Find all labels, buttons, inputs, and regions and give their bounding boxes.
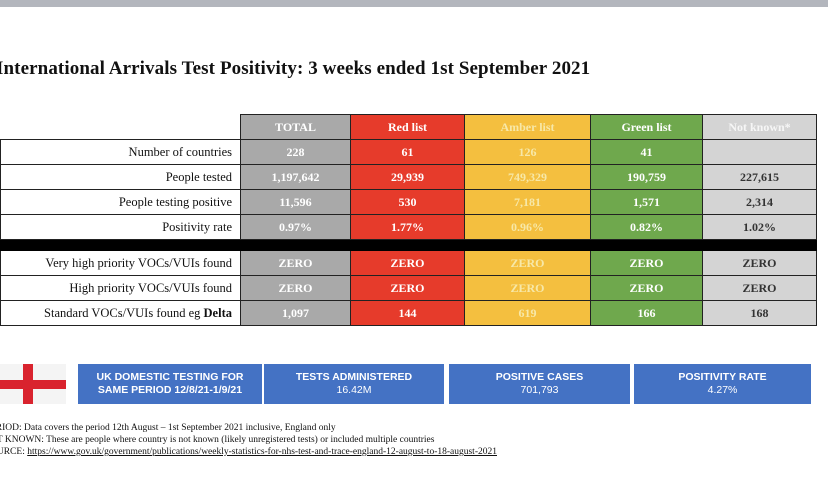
- cell-amber: 749,329: [464, 164, 591, 190]
- cell-not-known: ZERO: [702, 275, 817, 301]
- cell-not-known: 227,615: [702, 164, 817, 190]
- header-amber-list: Amber list: [464, 114, 591, 140]
- note-source-prefix: OURCE:: [0, 447, 25, 457]
- positive-cases-label: POSITIVE CASES: [495, 371, 584, 383]
- row-label: High priority VOCs/VUIs found: [0, 275, 241, 301]
- cell-amber: 7,181: [464, 189, 591, 215]
- cell-not-known: 168: [702, 300, 817, 326]
- cell-total: ZERO: [240, 275, 351, 301]
- cell-amber: 619: [464, 300, 591, 326]
- positive-cases-value: 701,793: [520, 384, 559, 396]
- table-row: Positivity rate 0.97% 1.77% 0.96% 0.82% …: [0, 214, 817, 240]
- table-row: People testing positive 11,596 530 7,181…: [0, 189, 817, 215]
- page-title: International Arrivals Test Positivity: …: [0, 58, 591, 79]
- cell-total: 228: [240, 139, 351, 165]
- top-bar: [0, 0, 828, 7]
- table-row: Number of countries 228 61 126 41: [0, 139, 817, 165]
- header-total: TOTAL: [240, 114, 351, 140]
- cell-total: 1,197,642: [240, 164, 351, 190]
- row-label: People tested: [0, 164, 241, 190]
- tests-administered-box: TESTS ADMINISTERED 16.42M: [264, 364, 444, 404]
- table-row: Standard VOCs/VUIs found eg Delta 1,097 …: [0, 300, 817, 326]
- row-label-bold: Delta: [203, 305, 232, 320]
- row-label-text: Standard VOCs/VUIs found eg: [44, 305, 201, 320]
- footnotes: ERIOD: Data covers the period 12th Augus…: [0, 422, 497, 458]
- domestic-label-line1: UK DOMESTIC TESTING FOR: [96, 371, 244, 383]
- positivity-rate-value: 4.27%: [707, 384, 738, 396]
- cell-total: 0.97%: [240, 214, 351, 240]
- cell-red: ZERO: [350, 275, 465, 301]
- row-label: Standard VOCs/VUIs found eg Delta: [0, 300, 241, 326]
- england-flag-icon: [0, 364, 66, 404]
- divider-bar: [0, 239, 817, 251]
- cell-not-known: 2,314: [702, 189, 817, 215]
- cell-total: 1,097: [240, 300, 351, 326]
- cell-red: ZERO: [350, 250, 465, 276]
- domestic-label-line2: SAME PERIOD 12/8/21-1/9/21: [97, 384, 243, 396]
- positivity-rate-box: POSITIVITY RATE 4.27%: [634, 364, 811, 404]
- domestic-testing-label-box: UK DOMESTIC TESTING FOR SAME PERIOD 12/8…: [78, 364, 262, 404]
- cell-green: ZERO: [590, 250, 703, 276]
- divider-row: [0, 239, 817, 251]
- cell-green: 0.82%: [590, 214, 703, 240]
- header-not-known: Not known*: [702, 114, 817, 140]
- row-label: Positivity rate: [0, 214, 241, 240]
- positive-cases-box: POSITIVE CASES 701,793: [449, 364, 630, 404]
- cell-amber: 0.96%: [464, 214, 591, 240]
- cell-not-known: 1.02%: [702, 214, 817, 240]
- cell-red: 530: [350, 189, 465, 215]
- cell-green: 41: [590, 139, 703, 165]
- table-row: Very high priority VOCs/VUIs found ZERO …: [0, 250, 817, 276]
- cell-not-known: ZERO: [702, 250, 817, 276]
- cell-red: 144: [350, 300, 465, 326]
- cell-green: 1,571: [590, 189, 703, 215]
- cell-red: 61: [350, 139, 465, 165]
- note-period: ERIOD: Data covers the period 12th Augus…: [0, 423, 336, 433]
- header-red-list: Red list: [350, 114, 465, 140]
- cell-red: 1.77%: [350, 214, 465, 240]
- cell-green: 190,759: [590, 164, 703, 190]
- table-row: People tested 1,197,642 29,939 749,329 1…: [0, 164, 817, 190]
- cell-total: 11,596: [240, 189, 351, 215]
- table-row: High priority VOCs/VUIs found ZERO ZERO …: [0, 275, 817, 301]
- tests-administered-label: TESTS ADMINISTERED: [295, 371, 413, 383]
- cell-amber: ZERO: [464, 250, 591, 276]
- row-label: Number of countries: [0, 139, 241, 165]
- cell-green: ZERO: [590, 275, 703, 301]
- header-green-list: Green list: [590, 114, 703, 140]
- cell-not-known: [702, 139, 817, 165]
- source-link[interactable]: https://www.gov.uk/government/publicatio…: [27, 447, 497, 457]
- note-source: OURCE: https://www.gov.uk/government/pub…: [0, 446, 497, 458]
- row-label: Very high priority VOCs/VUIs found: [0, 250, 241, 276]
- positivity-rate-label: POSITIVITY RATE: [678, 371, 767, 383]
- header-blank: [0, 114, 241, 140]
- cell-red: 29,939: [350, 164, 465, 190]
- cell-green: 166: [590, 300, 703, 326]
- cell-total: ZERO: [240, 250, 351, 276]
- cell-amber: 126: [464, 139, 591, 165]
- table-header-row: TOTAL Red list Amber list Green list Not…: [0, 114, 817, 140]
- row-label: People testing positive: [0, 189, 241, 215]
- note-not-known: OT KNOWN: These are people where country…: [0, 435, 435, 445]
- tests-administered-value: 16.42M: [336, 384, 372, 396]
- cell-amber: ZERO: [464, 275, 591, 301]
- positivity-table: TOTAL Red list Amber list Green list Not…: [0, 114, 817, 326]
